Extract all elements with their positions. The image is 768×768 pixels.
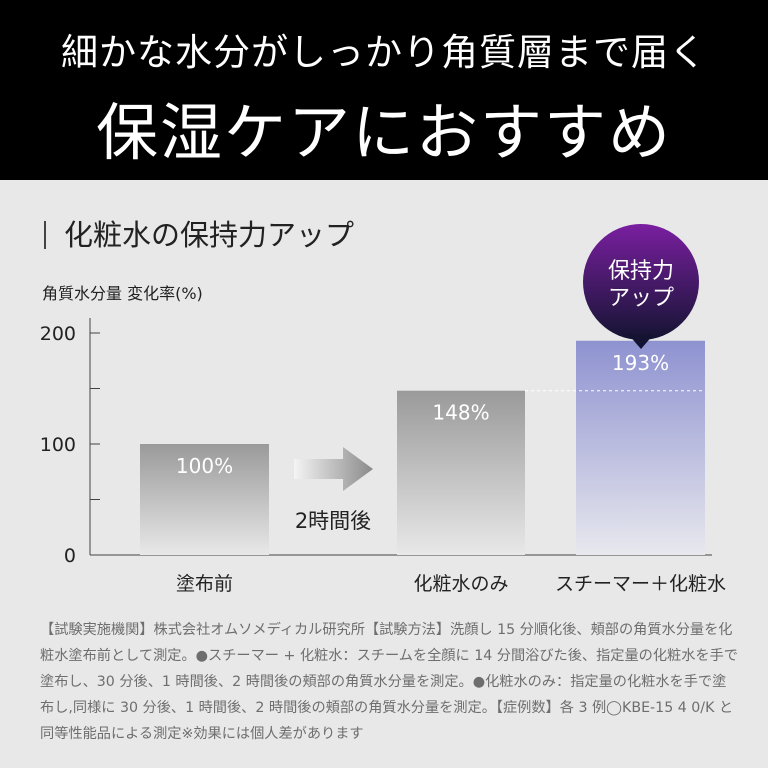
x-category-label: 塗布前 bbox=[176, 572, 233, 595]
hero-banner: 細かな水分がしっかり角質層まで届く 保湿ケアにおすすめ bbox=[0, 0, 768, 180]
bar-value-label: 148% bbox=[432, 401, 489, 425]
callout-line-2: アップ bbox=[608, 286, 674, 311]
hero-subtitle: 細かな水分がしっかり角質層まで届く bbox=[61, 31, 707, 74]
bar-value-label: 100% bbox=[176, 454, 233, 478]
bar-toner-only bbox=[397, 390, 525, 555]
hero-title: 保湿ケアにおすすめ bbox=[95, 96, 672, 169]
callout-bubble bbox=[583, 224, 699, 340]
arrow-label: 2時間後 bbox=[295, 509, 371, 533]
bar-value-label: 193% bbox=[612, 351, 669, 375]
callout-line-1: 保持力 bbox=[608, 259, 674, 284]
section-title: 化粧水の保持力アップ bbox=[44, 212, 354, 254]
y-tick-label: 200 bbox=[40, 323, 76, 345]
bar-steamer-toner bbox=[576, 340, 705, 555]
callout-pointer bbox=[628, 334, 654, 349]
y-axis-label: 角質水分量 変化率(%) bbox=[42, 284, 203, 303]
x-category-label: スチーマー＋化粧水 bbox=[555, 573, 726, 595]
footnote: 【試験実施機関】株式会社オムソメディカル研究所【試験方法】洗顔し 15 分順化後… bbox=[40, 622, 738, 742]
bar-before bbox=[140, 444, 269, 555]
section-title-text: 化粧水の保持力アップ bbox=[64, 218, 355, 252]
x-category-label: 化粧水のみ bbox=[413, 573, 508, 595]
section-title-bar bbox=[44, 221, 46, 249]
y-tick-label: 100 bbox=[40, 434, 76, 456]
y-tick-label: 0 bbox=[64, 545, 76, 567]
arrow-right-icon bbox=[294, 447, 373, 491]
